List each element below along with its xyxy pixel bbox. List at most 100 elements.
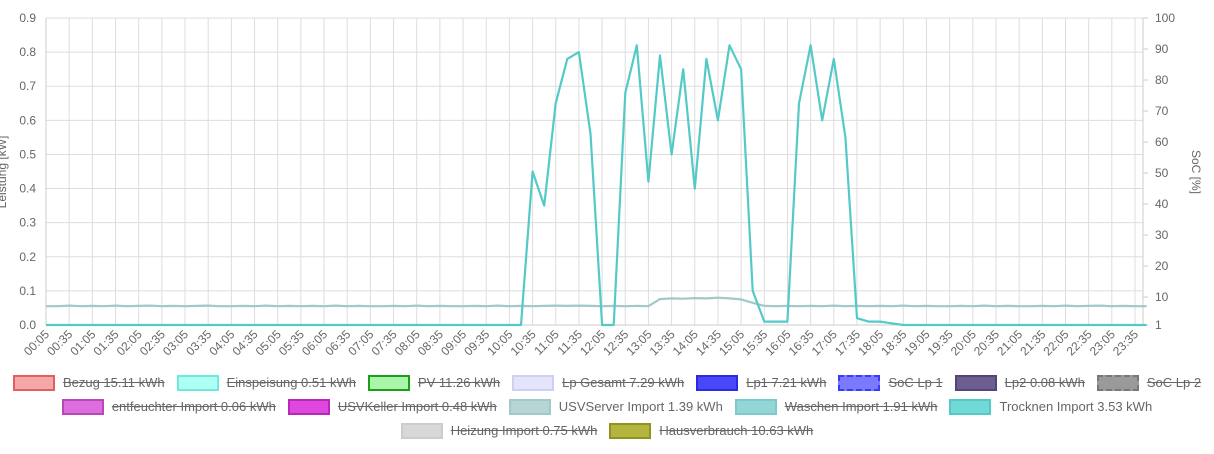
legend: Bezug 15.11 kWh Einspeisung 0.51 kWh PV 11…: [0, 374, 1214, 439]
legend-item[interactable]: Einspeisung 0.51 kWh: [176, 374, 356, 391]
x-tick-label: 05:35: [276, 327, 307, 358]
legend-swatch: [400, 422, 443, 439]
legend-swatch: [734, 398, 777, 415]
legend-label: Lp1 7.21 kWh: [746, 375, 827, 390]
legend-item[interactable]: entfeuchter Import 0.06 kWh: [61, 398, 276, 415]
legend-label: Hausverbrauch 10.63 kWh: [659, 423, 814, 438]
x-tick-label: 23:05: [1087, 327, 1118, 358]
x-tick-label: 01:05: [67, 327, 98, 358]
y2-tick-label: 20: [1155, 259, 1169, 273]
x-tick-label: 00:35: [44, 327, 75, 358]
x-tick-label: 18:05: [855, 327, 886, 358]
x-tick-label: 19:35: [925, 327, 956, 358]
x-tick-label: 20:35: [971, 327, 1002, 358]
x-tick-label: 10:35: [508, 327, 539, 358]
legend-item[interactable]: Hausverbrauch 10.63 kWh: [609, 422, 813, 439]
y2-tick-label: 30: [1155, 228, 1169, 242]
legend-item[interactable]: Lp1 7.21 kWh: [696, 374, 826, 391]
legend-item[interactable]: Bezug 15.11 kWh: [12, 374, 165, 391]
legend-swatch: [287, 398, 330, 415]
x-tick-label: 06:35: [322, 327, 353, 358]
x-tick-label: 15:35: [739, 327, 770, 358]
legend-swatch: [176, 374, 219, 391]
x-tick-label: 18:35: [878, 327, 909, 358]
y2-tick-label: 10: [1155, 290, 1169, 304]
legend-item[interactable]: USVKeller Import 0.48 kWh: [287, 398, 497, 415]
x-tick-label: 19:05: [901, 327, 932, 358]
x-tick-label: 21:35: [1017, 327, 1048, 358]
x-tick-label: 07:05: [345, 327, 376, 358]
y2-axis-title: SoC [%]: [1189, 150, 1203, 194]
legend-label: Lp Gesamt 7.29 kWh: [562, 375, 685, 390]
y2-tick-label: 60: [1155, 135, 1169, 149]
x-tick-label: 04:05: [206, 327, 237, 358]
y-tick-label: 0.8: [19, 45, 36, 59]
x-tick-label: 12:35: [600, 327, 631, 358]
x-tick-label: 10:05: [484, 327, 515, 358]
legend-swatch: [367, 374, 410, 391]
legend-item[interactable]: Trocknen Import 3.53 kWh: [949, 398, 1152, 415]
x-tick-label: 05:05: [253, 327, 284, 358]
x-tick-label: 09:05: [438, 327, 469, 358]
legend-label: entfeuchter Import 0.06 kWh: [111, 399, 276, 414]
legend-item[interactable]: USVServer Import 1.39 kWh: [508, 398, 723, 415]
x-tick-label: 17:05: [809, 327, 840, 358]
y-tick-label: 0.0: [19, 318, 36, 332]
x-tick-label: 06:05: [299, 327, 330, 358]
legend-label: SoC Lp 2: [1146, 375, 1202, 390]
y2-tick-label: 50: [1155, 166, 1169, 180]
legend-label: Trocknen Import 3.53 kWh: [999, 399, 1153, 414]
x-tick-label: 13:05: [623, 327, 654, 358]
legend-label: PV 11.26 kWh: [417, 375, 501, 390]
x-tick-label: 02:05: [114, 327, 145, 358]
y2-tick-label: 70: [1155, 104, 1169, 118]
legend-swatch: [954, 374, 997, 391]
x-tick-label: 15:05: [716, 327, 747, 358]
legend-item[interactable]: Heizung Import 0.75 kWh: [400, 422, 598, 439]
legend-swatch: [1096, 374, 1139, 391]
legend-label: Bezug 15.11 kWh: [62, 375, 165, 390]
y-tick-label: 0.3: [19, 216, 36, 230]
x-tick-label: 07:35: [369, 327, 400, 358]
x-tick-label: 23:35: [1110, 327, 1141, 358]
y-axis-title: Leistung [kW]: [0, 136, 9, 209]
legend-swatch: [696, 374, 739, 391]
legend-item[interactable]: SoC Lp 1: [838, 374, 943, 391]
legend-swatch: [609, 422, 652, 439]
x-tick-label: 21:05: [994, 327, 1025, 358]
legend-item[interactable]: Lp Gesamt 7.29 kWh: [512, 374, 684, 391]
legend-swatch: [508, 398, 551, 415]
chart: Leistung [kW] SoC [%] 0.0 0.1 0.2 0.3 0.4 0.5…: [0, 11, 1203, 358]
legend-item[interactable]: SoC Lp 2: [1096, 374, 1202, 391]
y-tick-label: 0.6: [19, 113, 36, 127]
y2-tick-label: 40: [1155, 197, 1169, 211]
x-tick-label: 11:05: [531, 327, 562, 358]
legend-label: Heizung Import 0.75 kWh: [450, 423, 598, 438]
y2-tick-label: 90: [1155, 42, 1169, 56]
legend-swatch: [61, 398, 104, 415]
legend-swatch: [838, 374, 881, 391]
y-tick-label: 0.5: [19, 147, 36, 161]
x-tick-label: 14:05: [670, 327, 701, 358]
x-tick-label: 02:35: [137, 327, 168, 358]
legend-swatch: [12, 374, 55, 391]
x-tick-label: 17:35: [832, 327, 863, 358]
x-tick-label: 22:05: [1040, 327, 1071, 358]
y-tick-label: 0.4: [19, 182, 36, 196]
y-tick-label: 0.2: [19, 250, 36, 264]
y-tick-label: 0.9: [19, 11, 36, 25]
series-line: [46, 44, 1147, 327]
legend-item[interactable]: Lp2 0.08 kWh: [954, 374, 1085, 391]
legend-label: Waschen Import 1.91 kWh: [784, 399, 938, 414]
y2-tick-label: 1: [1155, 318, 1162, 332]
legend-label: USVServer Import 1.39 kWh: [558, 399, 723, 414]
x-tick-label: 09:35: [461, 327, 492, 358]
x-tick-label: 12:05: [577, 327, 608, 358]
legend-label: Lp2 0.08 kWh: [1004, 375, 1085, 390]
legend-item[interactable]: Waschen Import 1.91 kWh: [734, 398, 938, 415]
x-tick-label: 13:35: [647, 327, 678, 358]
legend-item[interactable]: PV 11.26 kWh: [367, 374, 501, 391]
x-tick-label: 03:05: [160, 327, 191, 358]
x-tick-label: 01:35: [90, 327, 121, 358]
y2-tick-label: 100: [1155, 11, 1175, 25]
